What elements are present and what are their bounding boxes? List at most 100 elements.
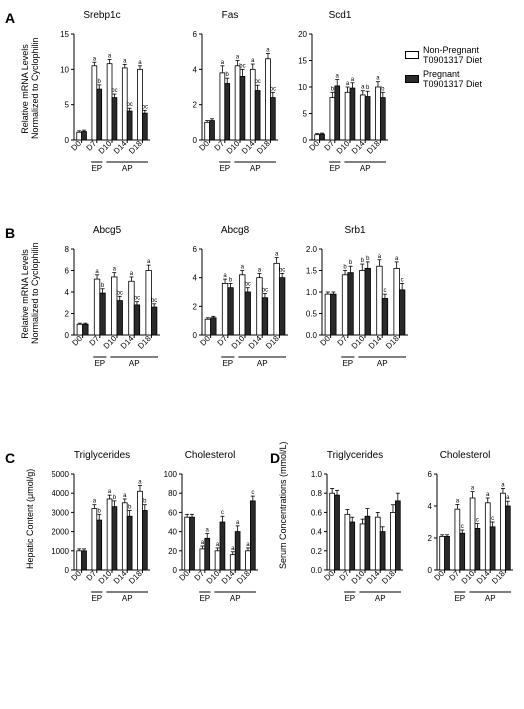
svg-text:D18: D18 — [264, 334, 281, 351]
svg-text:4: 4 — [193, 274, 198, 283]
svg-text:D10: D10 — [225, 139, 242, 156]
svg-text:a: a — [206, 528, 210, 534]
svg-text:1.0: 1.0 — [306, 288, 318, 297]
svg-text:b: b — [113, 495, 117, 501]
svg-text:5000: 5000 — [52, 470, 70, 479]
svg-text:D14: D14 — [475, 569, 492, 586]
svg-text:a: a — [275, 252, 279, 258]
svg-text:0.2: 0.2 — [311, 547, 323, 556]
svg-text:0.8: 0.8 — [311, 489, 323, 498]
svg-text:0: 0 — [65, 136, 70, 145]
svg-text:15: 15 — [298, 57, 307, 66]
svg-text:0: 0 — [193, 136, 198, 145]
svg-text:4: 4 — [65, 288, 70, 297]
svg-text:AP: AP — [485, 594, 496, 602]
svg-text:2: 2 — [193, 101, 198, 110]
svg-text:D10: D10 — [335, 139, 352, 156]
svg-text:D10: D10 — [205, 569, 222, 586]
svg-text:c: c — [383, 288, 386, 294]
svg-text:D18: D18 — [127, 569, 144, 586]
svg-text:b: b — [343, 265, 347, 271]
svg-text:0.4: 0.4 — [311, 528, 323, 537]
svg-text:bc: bc — [111, 88, 117, 94]
chart-D-1: 0246D0acD7acD10acD14aaD18EPAP — [415, 462, 515, 607]
svg-text:D14: D14 — [220, 569, 237, 586]
chart-title-A-1: Fas — [180, 10, 280, 21]
svg-text:a: a — [113, 267, 117, 273]
svg-text:a: a — [93, 56, 97, 62]
svg-text:D14: D14 — [367, 334, 384, 351]
svg-text:3000: 3000 — [52, 508, 70, 517]
y-axis-label-A: Relative mRNA LevelsNormalized to Cyclop… — [20, 39, 40, 139]
chart-A-2: 05101520D0baD7aaD10abD14abD18EPAP — [290, 22, 390, 177]
svg-text:8: 8 — [65, 245, 70, 254]
svg-text:0: 0 — [193, 331, 198, 340]
svg-text:D18: D18 — [127, 139, 144, 156]
svg-text:a: a — [486, 492, 490, 498]
svg-text:D14: D14 — [240, 139, 257, 156]
svg-text:a: a — [266, 47, 270, 53]
svg-text:b: b — [101, 283, 105, 289]
svg-text:EP: EP — [454, 594, 465, 602]
svg-text:EP: EP — [342, 359, 353, 367]
svg-text:b: b — [381, 86, 385, 92]
svg-text:a: a — [251, 58, 255, 64]
chart-svg: 0246D0acD7acD10acD14aaD18EPAP — [415, 462, 515, 602]
svg-text:b: b — [366, 256, 370, 262]
chart-title-A-2: Scd1 — [290, 10, 390, 21]
svg-text:D18: D18 — [235, 569, 252, 586]
svg-text:c: c — [461, 524, 464, 530]
chart-title-C-0: Triglycerides — [52, 450, 152, 461]
svg-text:D10: D10 — [97, 139, 114, 156]
chart-svg: 0246D0abD7abcD10abcD14abcD18EPAP — [180, 22, 280, 172]
svg-text:D14: D14 — [112, 569, 129, 586]
svg-text:D18: D18 — [384, 334, 401, 351]
svg-text:AP: AP — [375, 594, 386, 602]
svg-text:10: 10 — [60, 65, 69, 74]
svg-text:a: a — [346, 81, 350, 87]
svg-text:b: b — [331, 86, 335, 92]
svg-text:a: a — [241, 265, 245, 271]
svg-text:a: a — [123, 493, 127, 499]
svg-text:AP: AP — [122, 164, 133, 172]
svg-text:c: c — [401, 277, 404, 283]
svg-text:EP: EP — [344, 594, 355, 602]
legend-np-diet: T0901317 Diet — [423, 55, 482, 65]
svg-text:a: a — [351, 77, 355, 83]
svg-text:40: 40 — [168, 528, 177, 537]
svg-text:bc: bc — [254, 79, 260, 85]
svg-text:b: b — [98, 79, 102, 85]
svg-text:2: 2 — [428, 534, 433, 543]
chart-svg: 05101520D0baD7aaD10abD14abD18EPAP — [290, 22, 390, 172]
svg-text:EP: EP — [91, 164, 102, 172]
svg-text:bc: bc — [151, 298, 157, 304]
svg-text:a: a — [395, 256, 399, 262]
svg-text:0.0: 0.0 — [306, 331, 318, 340]
y-axis-label-B: Relative mRNA LevelsNormalized to Cyclop… — [20, 244, 40, 344]
svg-text:D14: D14 — [247, 334, 264, 351]
chart-title-B-2: Srb1 — [300, 225, 410, 236]
svg-text:EP: EP — [219, 164, 230, 172]
svg-text:a: a — [147, 259, 151, 265]
svg-text:5: 5 — [303, 110, 308, 119]
svg-text:a: a — [471, 486, 475, 492]
svg-text:bc: bc — [142, 104, 148, 110]
chart-svg: 051015D0abD7abcD10abcD14abcD18EPAP — [52, 22, 152, 172]
svg-text:b: b — [226, 72, 230, 78]
svg-text:a: a — [258, 267, 262, 273]
svg-text:EP: EP — [91, 594, 102, 602]
chart-title-D-0: Triglycerides — [305, 450, 405, 461]
svg-text:EP: EP — [199, 594, 210, 602]
svg-text:c: c — [251, 490, 254, 496]
chart-A-0: 051015D0abD7abcD10abcD14abcD18EPAP — [52, 22, 152, 177]
svg-text:0: 0 — [173, 566, 178, 575]
svg-text:b: b — [366, 85, 370, 91]
svg-text:D18: D18 — [136, 334, 153, 351]
svg-text:a: a — [246, 542, 250, 548]
legend: Non-PregnantT0901317 Diet PregnantT09013… — [405, 45, 482, 91]
svg-text:1000: 1000 — [52, 547, 70, 556]
chart-C-1: 020406080100D0aaD7acD10aaD14acD18EPAP — [160, 462, 260, 607]
svg-text:a: a — [456, 498, 460, 504]
svg-text:a: a — [95, 269, 99, 275]
svg-text:a: a — [236, 55, 240, 61]
